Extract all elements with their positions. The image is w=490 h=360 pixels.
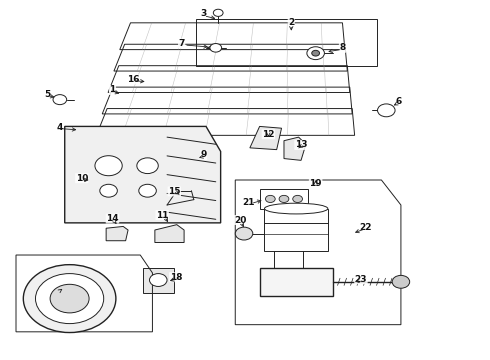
Text: 1: 1	[109, 85, 116, 94]
Text: 15: 15	[168, 187, 181, 196]
Bar	[260, 189, 308, 208]
Polygon shape	[106, 226, 128, 241]
Text: 9: 9	[200, 150, 207, 159]
Bar	[196, 19, 376, 66]
Circle shape	[312, 50, 319, 56]
Text: 20: 20	[234, 216, 246, 225]
Bar	[260, 267, 333, 296]
Bar	[143, 267, 174, 293]
Text: 3: 3	[200, 9, 207, 18]
Circle shape	[35, 274, 104, 324]
Text: 6: 6	[395, 97, 402, 106]
Polygon shape	[284, 137, 306, 160]
Circle shape	[377, 104, 395, 117]
Text: 7: 7	[178, 39, 185, 48]
Circle shape	[293, 195, 302, 203]
Circle shape	[213, 9, 223, 17]
Text: 10: 10	[75, 174, 88, 183]
Circle shape	[53, 95, 67, 105]
Text: 23: 23	[355, 275, 367, 284]
Text: 21: 21	[243, 198, 255, 207]
Circle shape	[149, 274, 167, 287]
Circle shape	[210, 44, 221, 52]
Circle shape	[307, 47, 324, 60]
Circle shape	[100, 184, 117, 197]
Polygon shape	[65, 126, 220, 223]
Polygon shape	[155, 225, 184, 243]
Text: 2: 2	[288, 18, 294, 27]
Circle shape	[392, 275, 410, 288]
Text: 22: 22	[360, 222, 372, 231]
Circle shape	[279, 195, 289, 203]
Text: 14: 14	[106, 214, 119, 223]
Text: 11: 11	[156, 211, 169, 220]
Circle shape	[137, 158, 158, 174]
Circle shape	[235, 227, 253, 240]
Circle shape	[139, 184, 156, 197]
Text: 16: 16	[127, 75, 139, 84]
Text: 5: 5	[45, 90, 51, 99]
Circle shape	[266, 195, 275, 203]
Bar	[265, 208, 328, 251]
Circle shape	[50, 284, 89, 313]
Text: 17: 17	[52, 285, 65, 294]
Text: 18: 18	[170, 273, 182, 282]
Text: 13: 13	[295, 140, 307, 149]
Polygon shape	[250, 126, 282, 150]
Text: 12: 12	[262, 130, 274, 139]
Circle shape	[95, 156, 122, 176]
Text: 19: 19	[309, 179, 322, 188]
Text: 4: 4	[57, 123, 63, 132]
Text: 8: 8	[339, 43, 345, 52]
Circle shape	[24, 265, 116, 333]
Ellipse shape	[265, 203, 328, 214]
